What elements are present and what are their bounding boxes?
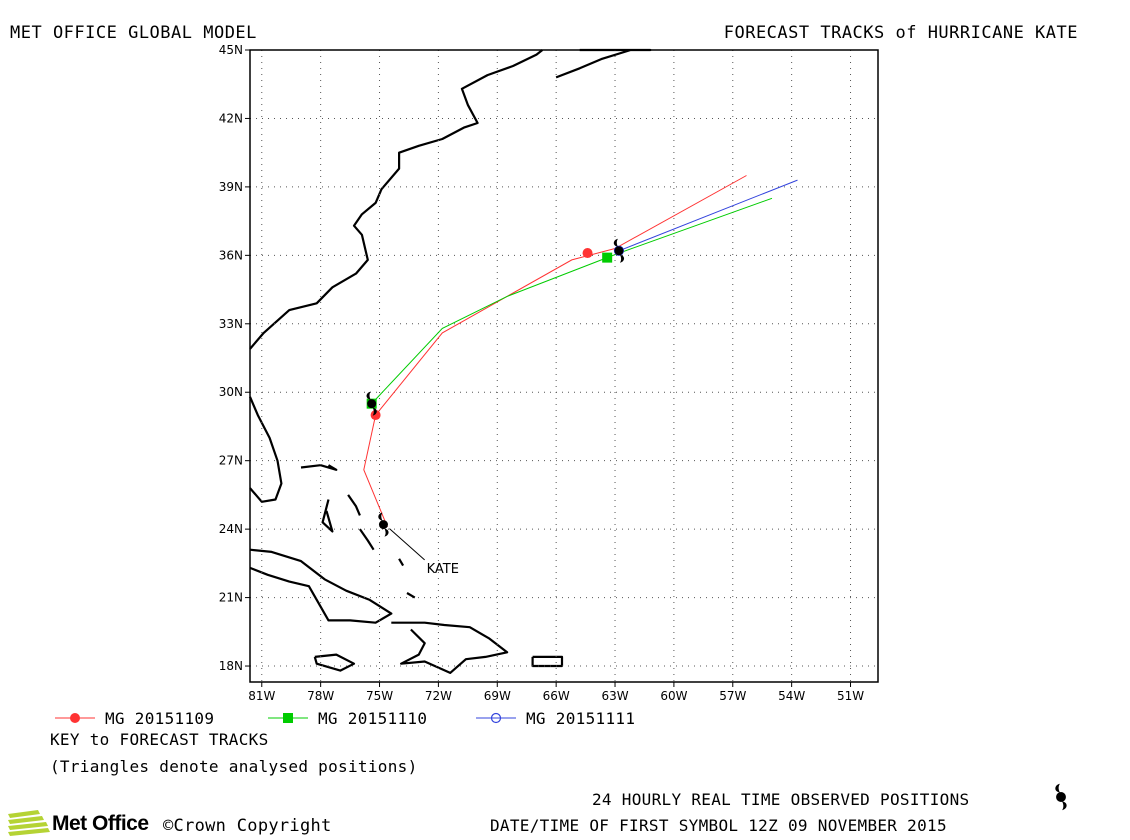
marker-square xyxy=(602,252,613,263)
map-frame xyxy=(249,49,879,683)
coastline xyxy=(555,48,652,79)
x-tick-label: 51W xyxy=(837,689,864,703)
axis-ticks: 81W 78W 75W 72W 69W 66W 63W 60W 57W 54W 51W 45N 42N 3… xyxy=(219,43,864,703)
hurricane-arm-top xyxy=(378,512,383,521)
y-tick-label: 36N xyxy=(219,248,243,262)
x-tick-label: 75W xyxy=(366,689,393,703)
coastline xyxy=(531,655,564,668)
coastline xyxy=(249,548,393,624)
y-tick-label: 39N xyxy=(219,180,243,194)
coastline xyxy=(248,396,283,503)
legend-label: MG 20151110 xyxy=(318,709,427,728)
coastline xyxy=(321,499,334,533)
y-tick-label: 45N xyxy=(219,43,243,57)
coastline xyxy=(398,558,405,567)
hurricane-arm-bottom xyxy=(372,407,377,416)
hurricane-eye xyxy=(367,399,377,409)
coastline xyxy=(313,653,356,672)
x-tick-label: 57W xyxy=(719,689,746,703)
hurricane-arm-top xyxy=(1055,783,1060,793)
track-line xyxy=(371,197,773,404)
y-tick-label: 42N xyxy=(219,111,243,125)
x-tick-label: 69W xyxy=(484,689,511,703)
marker-circle xyxy=(70,713,80,723)
key-title: KEY to FORECAST TRACKS xyxy=(50,730,269,749)
y-tick-label: 18N xyxy=(219,659,243,673)
hurricane-icon xyxy=(366,391,377,416)
y-tick-label: 33N xyxy=(219,317,243,331)
coastline xyxy=(391,621,509,675)
hurricane-arm-bottom xyxy=(619,254,625,263)
storm-label-leader xyxy=(389,528,425,561)
hurricane-eye xyxy=(378,520,388,530)
legend: MG 20151109 MG 20151110 MG 20151111 xyxy=(55,709,635,728)
y-tick-label: 27N xyxy=(219,454,243,468)
y-tick-label: 21N xyxy=(219,591,243,605)
y-tick-label: 30N xyxy=(219,385,243,399)
hurricane-arm-bottom xyxy=(384,528,389,537)
coastline xyxy=(300,464,338,471)
observed-symbol-icon xyxy=(1055,783,1067,811)
observed-note: 24 HOURLY REAL TIME OBSERVED POSITIONS xyxy=(592,790,970,809)
key-note: (Triangles denote analysed positions) xyxy=(50,757,418,776)
copyright: ©Crown Copyright xyxy=(163,816,332,836)
observed-positions: KATE xyxy=(366,238,625,577)
x-tick-label: 66W xyxy=(543,689,570,703)
hurricane-arm-top xyxy=(613,238,618,247)
marker-circle xyxy=(370,410,381,421)
y-tick-label: 24N xyxy=(219,522,243,536)
chart-title: FORECAST TRACKS of HURRICANE KATE xyxy=(723,23,1078,43)
coastline xyxy=(249,49,544,350)
map-grid xyxy=(250,49,878,682)
met-office-logo-text: Met Office xyxy=(52,812,149,835)
forecast-tracks xyxy=(363,175,798,528)
model-title: MET OFFICE GLOBAL MODEL xyxy=(10,23,257,43)
x-tick-label: 60W xyxy=(660,689,687,703)
legend-label: MG 20151111 xyxy=(526,709,635,728)
met-office-logo-icon xyxy=(8,810,50,836)
x-tick-label: 72W xyxy=(425,689,452,703)
storm-label: KATE xyxy=(427,562,459,577)
legend-label: MG 20151109 xyxy=(105,709,214,728)
coastline xyxy=(347,494,361,516)
hurricane-icon xyxy=(378,512,389,537)
hurricane-eye xyxy=(614,246,624,256)
coastlines xyxy=(248,48,652,675)
hurricane-icon xyxy=(613,238,625,263)
datetime-note: DATE/TIME OF FIRST SYMBOL 12Z 09 NOVEMBE… xyxy=(490,816,947,835)
x-tick-label: 54W xyxy=(778,689,805,703)
x-tick-label: 81W xyxy=(248,689,275,703)
hurricane-arm-top xyxy=(366,391,371,400)
marker-square xyxy=(283,713,293,723)
x-tick-label: 63W xyxy=(601,689,628,703)
marker-circle xyxy=(582,248,593,259)
coastline xyxy=(406,592,416,599)
marker-open-circle xyxy=(490,712,502,724)
track-line xyxy=(618,179,798,252)
coastline xyxy=(358,528,375,551)
x-tick-label: 78W xyxy=(307,689,334,703)
hurricane-arm-bottom xyxy=(1062,801,1067,811)
hurricane-eye xyxy=(1056,792,1066,802)
